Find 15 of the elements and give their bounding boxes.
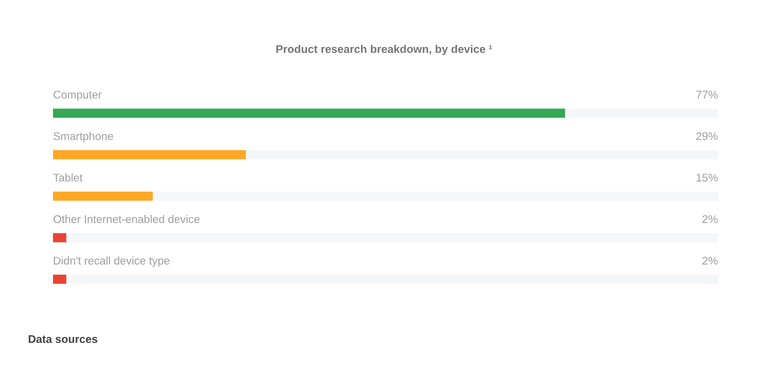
y-tick-label: Other Internet-enabled device (54, 214, 200, 224)
data-label: 2% (702, 215, 718, 224)
bar (53, 274, 66, 284)
text: Data sources (28, 335, 98, 343)
y-tick-label: Didn't recall device type (54, 256, 170, 267)
bar (53, 192, 153, 201)
y-tick-label: Computer (54, 90, 102, 101)
data-label: 2% (702, 256, 718, 265)
data-label: 29% (696, 132, 718, 140)
data-label: 15% (696, 174, 718, 182)
bar (53, 233, 66, 242)
chart-title: Product research breakdown, by device ¹ (276, 44, 492, 56)
y-tick-label: Smartphone (54, 132, 114, 142)
data-label: 77% (696, 90, 718, 99)
y-tick-label: Tablet (53, 173, 83, 182)
